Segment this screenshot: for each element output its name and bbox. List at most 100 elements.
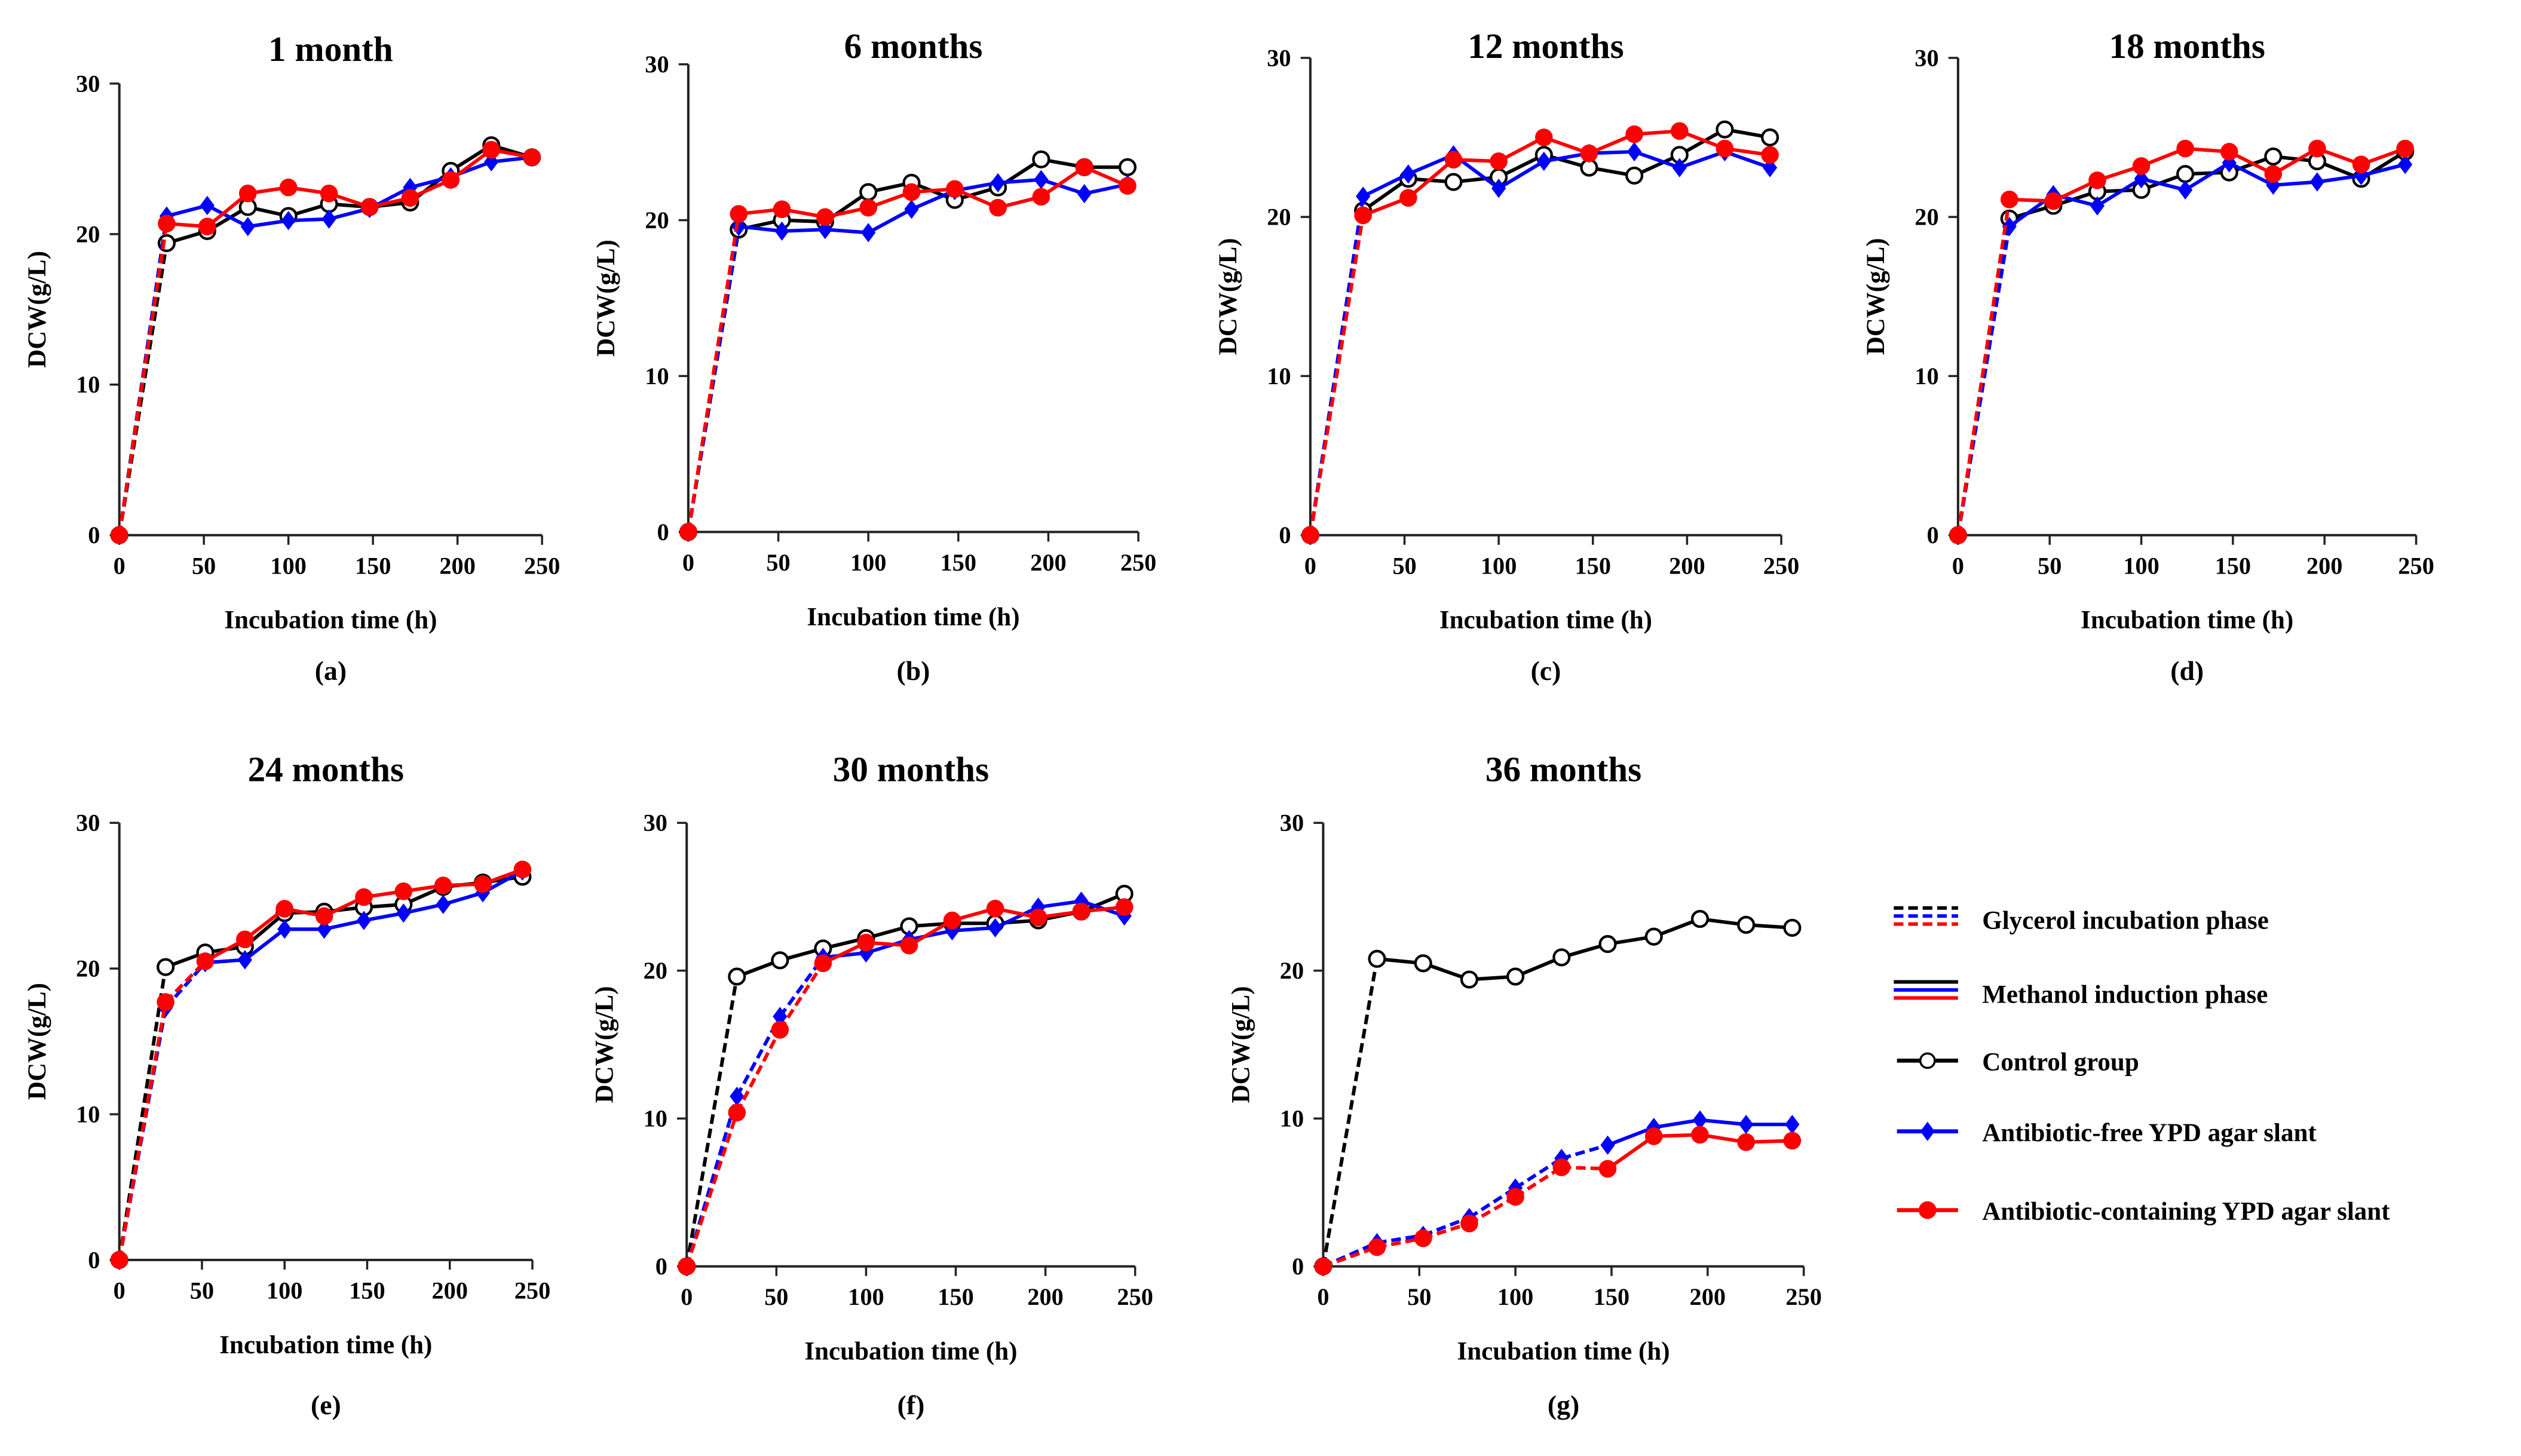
series-control — [1949, 142, 2415, 544]
methanol-phase-segment — [782, 228, 825, 233]
y-tick-label: 30 — [1267, 44, 1291, 71]
data-point — [1506, 967, 1525, 986]
data-point — [859, 198, 877, 217]
data-point — [158, 214, 176, 232]
data-point — [2397, 155, 2413, 174]
y-axis-label: DCW(g/L) — [1227, 986, 1255, 1103]
y-axis-label: DCW(g/L) — [1862, 238, 1890, 355]
data-point — [900, 936, 918, 955]
y-tick-label: 0 — [657, 519, 669, 545]
glycerol-phase-segment — [686, 213, 741, 532]
data-point — [196, 952, 215, 970]
y-axis-label: DCW(g/L) — [23, 251, 51, 368]
data-point — [1670, 122, 1689, 140]
chart-panel-1: 1 month 0 10 20 30 0 50 100 150 200 250 Incubation … — [23, 29, 560, 686]
x-tick-label: 250 — [1117, 1283, 1153, 1310]
x-axis-label: Incubation time (h) — [807, 603, 1019, 631]
data-point — [317, 919, 332, 939]
data-point — [990, 173, 1006, 193]
data-point — [1414, 954, 1432, 973]
x-tick-label: 100 — [2123, 552, 2159, 579]
glycerol-phase-segment — [1468, 1195, 1517, 1225]
x-tick-label: 100 — [850, 549, 887, 576]
series-antibiotic-containing — [678, 898, 1134, 1276]
data-point — [1692, 1110, 1708, 1130]
methanol-phase-segment — [166, 204, 208, 218]
y-tick-label: 0 — [655, 1253, 667, 1280]
data-point — [394, 882, 413, 900]
data-point — [859, 183, 878, 201]
series-antibiotic-containing — [679, 158, 1137, 541]
x-tick-label: 250 — [524, 552, 560, 579]
data-point — [2264, 147, 2283, 166]
glycerol-phase-segment — [1322, 1241, 1378, 1268]
legend-item: Control group — [1897, 1048, 2139, 1076]
methanol-phase-segment — [244, 927, 286, 961]
methanol-phase-segment — [2140, 177, 2186, 192]
data-point — [816, 208, 834, 226]
data-point — [1414, 1229, 1432, 1247]
x-tick-label: 100 — [848, 1283, 884, 1310]
data-point — [1627, 142, 1642, 162]
legend-item: Antibiotic-containing YPD agar slant — [1897, 1198, 2390, 1226]
data-point — [1536, 151, 1551, 171]
data-point — [1598, 935, 1617, 954]
x-tick-label: 200 — [2306, 552, 2343, 579]
data-point — [1444, 151, 1463, 169]
y-tick-label: 10 — [76, 371, 100, 398]
chart-panel-5: 24 months 0 10 20 30 0 50 100 150 200 250 Incubatio… — [23, 749, 550, 1420]
glycerol-phase-segment — [117, 223, 169, 536]
glycerol-phase-segment — [735, 1029, 782, 1114]
series-antibiotic-containing — [1301, 122, 1779, 544]
methanol-phase-segment — [1634, 150, 1680, 170]
y-tick-label: 10 — [1267, 363, 1291, 390]
data-point — [1600, 1135, 1615, 1155]
data-point — [1783, 1132, 1802, 1150]
panel-label: (a) — [315, 655, 347, 686]
data-point — [1490, 152, 1508, 170]
data-point — [1690, 909, 1710, 928]
methanol-phase-segment — [403, 902, 444, 915]
data-point — [1368, 1238, 1386, 1256]
chart-title: 6 months — [844, 26, 983, 66]
data-point — [2264, 165, 2283, 183]
data-point — [396, 903, 411, 923]
data-point — [360, 198, 379, 216]
data-point — [1354, 206, 1372, 225]
data-point — [771, 951, 789, 970]
x-tick-label: 0 — [682, 549, 694, 576]
x-tick-label: 50 — [2038, 552, 2061, 579]
data-point — [513, 860, 532, 879]
x-tick-label: 50 — [190, 1277, 214, 1304]
filled-circle-marker-icon — [1918, 1201, 1937, 1219]
y-axis-label: DCW(g/L) — [592, 240, 620, 357]
x-tick-label: 150 — [938, 1283, 974, 1310]
data-point — [1301, 526, 1319, 544]
data-point — [1460, 1215, 1478, 1233]
x-tick-label: 150 — [2215, 552, 2251, 579]
methanol-phase-segment — [1606, 1135, 1655, 1170]
methanol-phase-segment — [1678, 150, 1726, 170]
data-point — [442, 171, 460, 189]
data-point — [2088, 171, 2106, 189]
series-antibiotic-containing — [1949, 139, 2414, 544]
x-tick-label: 0 — [114, 1277, 125, 1304]
data-point — [200, 195, 215, 216]
methanol-phase-segment — [1040, 177, 1085, 195]
methanol-phase-segment — [997, 177, 1042, 185]
x-tick-label: 100 — [1481, 552, 1517, 579]
x-tick-label: 250 — [1763, 552, 1799, 579]
y-tick-label: 30 — [76, 70, 100, 97]
data-point — [679, 523, 697, 541]
y-tick-label: 0 — [88, 522, 100, 548]
data-point — [275, 900, 294, 918]
data-point — [1783, 918, 1802, 937]
methanol-phase-segment — [2273, 180, 2318, 187]
x-tick-label: 100 — [270, 552, 307, 579]
data-point — [110, 1251, 128, 1269]
series-antibiotic-free — [1316, 1110, 1800, 1276]
methanol-phase-segment — [2360, 163, 2406, 177]
glycerol-phase-segment — [1422, 1216, 1470, 1237]
methanol-phase-segment — [2317, 173, 2361, 184]
